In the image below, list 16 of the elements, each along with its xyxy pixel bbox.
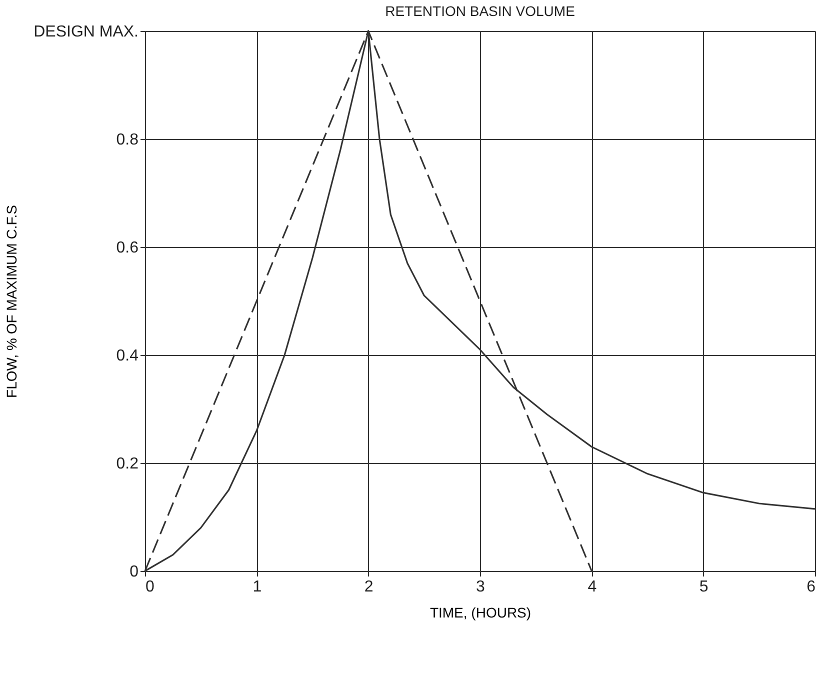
x-tick-label: 4 (588, 578, 597, 596)
x-tick-label: 3 (476, 578, 486, 596)
y-axis-title: FLOW, % OF MAXIMUM C.F.S (4, 205, 20, 398)
y-tick-label: 0.2 (116, 456, 139, 472)
y-tick-label: 0.4 (116, 348, 139, 364)
x-tick-label: 0 (146, 578, 154, 596)
y-tick-label: 0.6 (116, 240, 139, 256)
x-tick-label: 2 (364, 578, 374, 596)
x-tick-label: 5 (699, 578, 708, 596)
chart-title: RETENTION BASIN VOLUME (385, 3, 575, 19)
x-tick-label: 1 (252, 578, 262, 596)
y-tick-label: DESIGN MAX. (34, 24, 138, 40)
y-tick-label: 0.8 (116, 132, 139, 148)
y-tick-label: 0 (130, 564, 139, 580)
x-axis-title: TIME, (HOURS) (430, 604, 532, 620)
x-tick-label: 6 (806, 578, 816, 596)
